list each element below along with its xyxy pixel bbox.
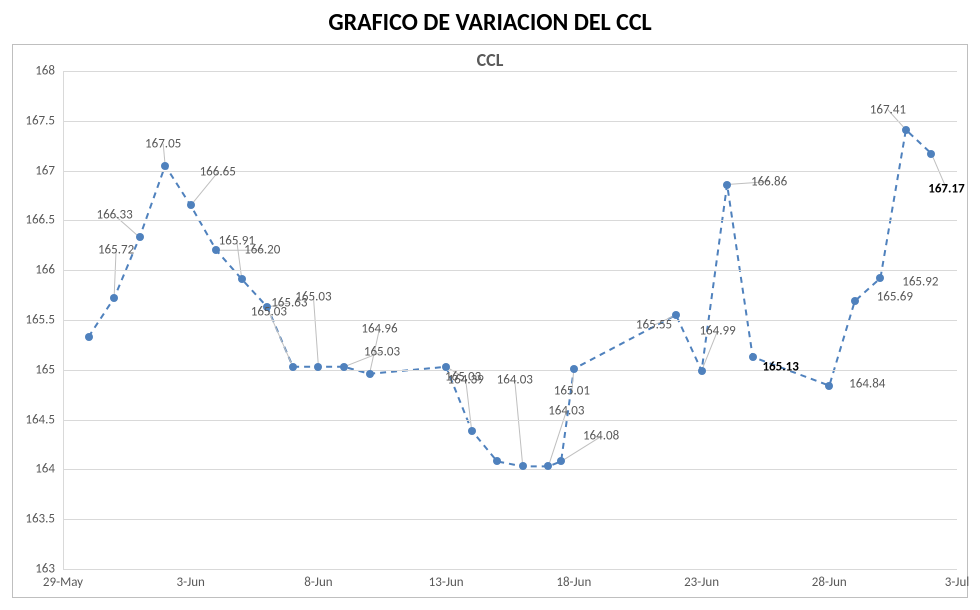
data-label: 164.03 (548, 404, 584, 419)
leader-line (515, 380, 523, 466)
x-tick-label: 3-Jun (177, 575, 205, 590)
data-label: 165.13 (762, 359, 798, 374)
data-label: 165.03 (295, 289, 331, 304)
data-marker (340, 363, 348, 371)
x-tick-label: 28-Jun (812, 575, 847, 590)
data-label: 165.91 (219, 234, 255, 249)
data-marker (136, 233, 144, 241)
data-label: 164.99 (699, 323, 735, 338)
gridline (63, 469, 957, 470)
y-tick-label: 164.5 (25, 412, 55, 427)
data-label: 164.03 (497, 373, 533, 388)
data-marker (876, 274, 884, 282)
data-label: 165.72 (98, 243, 134, 258)
data-label: 165.01 (554, 383, 590, 398)
y-tick-label: 165 (35, 362, 55, 377)
data-marker (366, 370, 374, 378)
data-marker (927, 150, 935, 158)
data-label: 164.96 (361, 321, 397, 336)
data-marker (187, 201, 195, 209)
data-label: 165.03 (364, 344, 400, 359)
x-tick-label: 18-Jun (556, 575, 591, 590)
data-marker (289, 363, 297, 371)
data-label: 164.84 (849, 376, 885, 391)
gridline (63, 220, 957, 221)
gridline (63, 519, 957, 520)
gridline (63, 370, 957, 371)
data-label: 165.55 (636, 318, 672, 333)
data-label: 167.05 (145, 136, 181, 151)
data-line (89, 130, 932, 467)
y-axis (63, 71, 64, 569)
data-marker (557, 457, 565, 465)
data-label: 166.86 (751, 174, 787, 189)
data-marker (110, 294, 118, 302)
gridline (63, 121, 957, 122)
data-label: 164.08 (583, 429, 619, 444)
data-marker (672, 311, 680, 319)
data-label: 165.69 (877, 290, 913, 305)
gridline (63, 171, 957, 172)
data-marker (85, 333, 93, 341)
y-tick-label: 167.5 (25, 113, 55, 128)
data-marker (544, 462, 552, 470)
data-marker (851, 297, 859, 305)
y-tick-label: 168 (35, 64, 55, 79)
data-marker (698, 367, 706, 375)
data-marker (493, 457, 501, 465)
data-label: 165.03 (251, 304, 287, 319)
data-marker (749, 353, 757, 361)
gridline (63, 71, 957, 72)
data-marker (723, 181, 731, 189)
data-marker (238, 275, 246, 283)
data-marker (314, 363, 322, 371)
data-label: 164.39 (448, 372, 484, 387)
data-marker (570, 365, 578, 373)
y-tick-label: 166 (35, 263, 55, 278)
data-marker (161, 162, 169, 170)
data-label: 167.41 (870, 102, 906, 117)
chart-subtitle: CCL (13, 49, 967, 71)
data-label: 165.92 (902, 275, 938, 290)
x-tick-label: 8-Jun (304, 575, 332, 590)
x-tick-label: 23-Jun (684, 575, 719, 590)
leader-line (313, 297, 318, 367)
y-tick-label: 167 (35, 163, 55, 178)
y-tick-label: 165.5 (25, 313, 55, 328)
y-tick-label: 166.5 (25, 213, 55, 228)
chart-area: CCL 163163.5164164.5165165.5166166.51671… (12, 44, 968, 598)
y-tick-label: 163.5 (25, 512, 55, 527)
chart-container: GRAFICO DE VARIACION DEL CCL CCL 163163.… (0, 0, 980, 610)
plot-area: 163163.5164164.5165165.5166166.5167167.5… (63, 71, 957, 569)
x-axis (63, 569, 957, 570)
gridline (63, 270, 957, 271)
data-marker (468, 427, 476, 435)
x-tick-label: 3-Jul (945, 575, 970, 590)
x-tick-label: 13-Jun (429, 575, 464, 590)
data-label: 166.65 (200, 165, 236, 180)
data-marker (825, 382, 833, 390)
page-title: GRAFICO DE VARIACION DEL CCL (0, 0, 980, 41)
data-marker (902, 126, 910, 134)
gridline (63, 420, 957, 421)
data-label: 167.17 (928, 181, 964, 196)
y-tick-label: 164 (35, 462, 55, 477)
data-label: 166.33 (97, 208, 133, 223)
gridline (63, 320, 957, 321)
x-tick-label: 29-May (43, 575, 83, 590)
data-marker (519, 462, 527, 470)
